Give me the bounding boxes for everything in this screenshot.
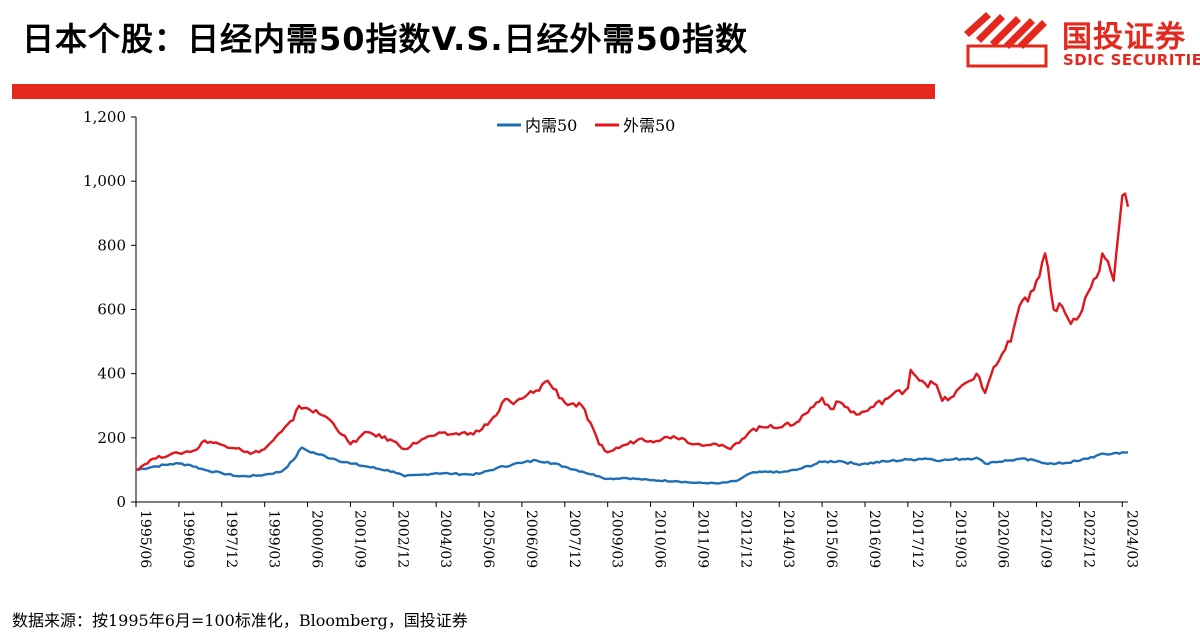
x-tick-label: 2019/03 [952, 510, 968, 568]
series-line-domestic-50 [135, 446, 1129, 485]
x-tick-label: 1997/12 [223, 510, 239, 568]
x-tick-label: 1995/06 [137, 510, 153, 568]
x-axis: 1995/06 1996/09 1997/12 1999/03 2000/06 2001/… [135, 501, 1139, 568]
y-tick-label: 200 [97, 429, 126, 447]
x-tick-label: 2022/12 [1080, 510, 1096, 568]
y-tick-label: 0 [116, 493, 126, 511]
chart-legend: 内需50 外需50 [497, 116, 675, 135]
x-tick-label: 2009/03 [609, 510, 625, 568]
legend-label: 外需50 [623, 116, 675, 135]
x-tick-label: 2011/09 [694, 510, 710, 568]
y-tick-label: 1,200 [83, 108, 126, 126]
y-tick-label: 400 [97, 365, 126, 383]
data-source-note: 数据来源：按1995年6月=100标准化，Bloomberg，国投证券 [12, 611, 468, 630]
x-tick-label: 2004/03 [437, 510, 453, 568]
y-tick-label: 600 [97, 301, 126, 319]
x-tick-label: 2015/06 [823, 510, 839, 568]
title-accent-bar [12, 84, 935, 99]
page-title: 日本个股：日经内需50指数V.S.日经外需50指数 [22, 20, 749, 58]
x-tick-label: 1999/03 [266, 510, 282, 568]
x-tick-label: 2016/09 [866, 510, 882, 568]
logo-name-cn: 国投证券 [1062, 20, 1186, 55]
y-tick-label: 1,000 [83, 172, 126, 190]
x-tick-label: 2017/12 [909, 510, 925, 568]
x-tick-label: 2020/06 [995, 510, 1011, 568]
x-tick-label: 1996/09 [180, 510, 196, 568]
x-tick-label: 2005/06 [480, 510, 496, 568]
x-tick-label: 2010/06 [652, 510, 668, 568]
y-axis: 0 200 400 600 800 1,000 1,200 [83, 108, 137, 511]
x-tick-label: 2001/09 [351, 510, 367, 568]
series-layer [135, 192, 1130, 485]
x-tick-label: 2021/09 [1038, 510, 1054, 568]
x-tick-label: 2014/03 [780, 510, 796, 568]
sdic-logo: 国投证券 SDIC SECURITIES [960, 8, 1200, 74]
x-tick-label: 2000/06 [309, 510, 325, 568]
logo-name-en: SDIC SECURITIES [1063, 51, 1200, 69]
legend-label: 内需50 [525, 116, 577, 135]
x-tick-label: 2012/12 [737, 510, 753, 568]
x-tick-label: 2007/12 [566, 510, 582, 568]
x-tick-label: 2024/03 [1123, 510, 1139, 568]
sdic-logo-mark-icon [964, 12, 1048, 68]
y-tick-label: 800 [97, 236, 126, 254]
x-tick-label: 2006/09 [523, 510, 539, 568]
x-tick-label: 2002/12 [394, 510, 410, 568]
series-line-external-50 [135, 192, 1130, 472]
